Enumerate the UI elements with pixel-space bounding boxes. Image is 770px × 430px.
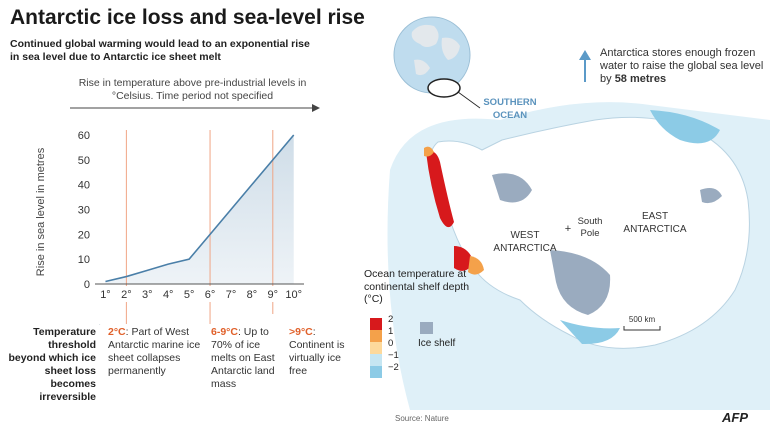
ross-ice-shelf [550, 250, 611, 315]
annotation-2c-range: 2°C [108, 326, 126, 338]
sea-level-chart: 0 10 20 30 40 50 60 1° 2° 3° 4° 5° 6° 7° 8° 9° 10° Rise … [35, 104, 320, 325]
x-tick-label: 9° [268, 289, 279, 301]
y-tick-label: 50 [78, 155, 90, 167]
annotation-6-9c: 6-9°C: Up to 70% of ice melts on East An… [211, 326, 283, 391]
globe-locator [393, 16, 471, 98]
ocean-label-1: SOUTHERN [483, 97, 536, 108]
legend-tick-label: −1 [388, 350, 399, 361]
ice-shelf-label: Ice shelf [418, 338, 455, 349]
west-label-2: ANTARCTICA [493, 243, 556, 254]
x-axis-title: Rise in temperature above pre-industrial… [78, 77, 307, 102]
y-tick-label: 60 [78, 130, 90, 142]
legend-swatch [370, 342, 382, 354]
y-tick-label: 40 [78, 180, 90, 192]
scale-bar [623, 326, 661, 331]
legend-tick-label: 0 [388, 338, 393, 349]
top-arrow-head [312, 104, 320, 112]
legend-swatch [370, 354, 382, 366]
legend-pointer-icon [99, 324, 101, 325]
east-label-2: ANTARCTICA [623, 224, 686, 235]
annotation-6-9c-range: 6-9°C [211, 326, 238, 338]
source-credit: Source: Nature [395, 414, 449, 423]
note-value: 58 metres [614, 73, 667, 85]
x-tick-label: 7° [226, 289, 237, 301]
pole-label-1: South [578, 216, 603, 227]
annotation-6-9c-text: : Up to 70% of ice melts on East Antarct… [211, 326, 275, 390]
note-text: Antarctica stores enough frozen water to… [600, 47, 764, 85]
ice-shelf-swatch [420, 322, 433, 334]
annotation-over-9c-text: : Continent is virtually ice free [289, 326, 345, 377]
temperature-legend: 210−1−2 [370, 314, 399, 378]
amery-ice-shelf [700, 188, 722, 204]
mild-water-north [424, 146, 434, 157]
x-tick-label: 6° [205, 289, 216, 301]
legend-swatch [370, 318, 382, 330]
globe-connector [457, 91, 481, 109]
legend-tick-label: 2 [388, 314, 393, 325]
y-tick-label: 20 [78, 229, 90, 241]
note-arrow-head [579, 50, 591, 60]
series-line [105, 134, 295, 283]
warm-water-west [426, 151, 454, 228]
mild-water-south [468, 256, 484, 275]
south-pole-marker: + [565, 223, 571, 235]
east-label-1: EAST [642, 211, 668, 222]
antarctica-map: SOUTHERN OCEAN WEST ANTARCTICA EAST ANTA… [370, 16, 770, 410]
page-subtitle: Continued global warming would lead to a… [10, 38, 310, 63]
pole-label-2: Pole [580, 228, 599, 239]
legend-tick-label: −2 [388, 362, 399, 373]
threshold-legend: Temperature threshold beyond which ice s… [8, 326, 96, 403]
legend-title: Ocean temperature at continental shelf d… [364, 268, 470, 305]
ocean-label-2: OCEAN [493, 110, 527, 121]
y-tick-label: 0 [84, 279, 90, 291]
annotation-2c: 2°C: Part of West Antarctic marine ice s… [108, 326, 208, 378]
x-tick-label: 2° [121, 289, 132, 301]
x-tick-label: 5° [184, 289, 195, 301]
afp-logo: AFP [722, 410, 748, 425]
x-tick-label: 8° [247, 289, 258, 301]
annotation-over-9c: >9°C: Continent is virtually ice free [289, 326, 349, 378]
x-tick-label: 4° [163, 289, 174, 301]
x-tick-label: 3° [142, 289, 153, 301]
x-tick-label: 10° [285, 289, 302, 301]
antarctica-note: Antarctica stores enough frozen water to… [600, 47, 765, 86]
annotation-over-9c-range: >9°C [289, 326, 313, 338]
scale-label: 500 km [629, 315, 656, 324]
annotation-2c-text: : Part of West Antarctic marine ice shee… [108, 326, 201, 377]
y-axis-title: Rise in sea level in metres [35, 147, 47, 276]
cold-water-ross [560, 320, 620, 345]
page-title: Antarctic ice loss and sea-level rise [10, 6, 365, 29]
x-tick-label: 1° [100, 289, 111, 301]
y-tick-label: 30 [78, 205, 90, 217]
legend-swatch [370, 366, 382, 378]
legend-tick-label: 1 [388, 326, 393, 337]
area-fill [105, 135, 294, 284]
ronne-ice-shelf [492, 173, 532, 203]
legend-swatch [370, 330, 382, 342]
y-tick-label: 10 [78, 254, 90, 266]
west-label-1: WEST [511, 230, 540, 241]
cold-water-east [650, 110, 720, 144]
